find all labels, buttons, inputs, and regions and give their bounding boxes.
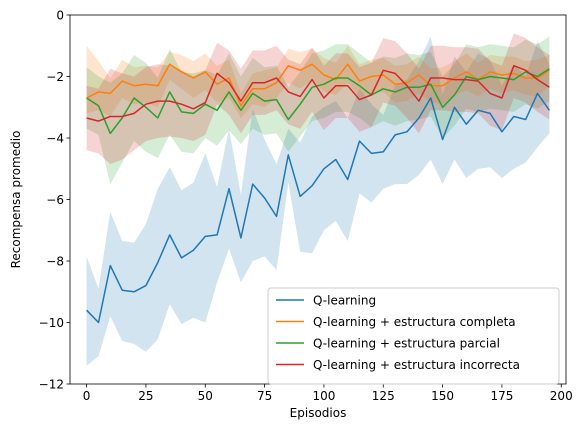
x-tick-label: 75 — [257, 389, 272, 403]
series-lines — [86, 63, 551, 324]
x-tick-label: 50 — [198, 389, 213, 403]
y-tick-label: −10 — [39, 316, 64, 330]
x-tick-label: 200 — [550, 389, 573, 403]
x-axis-label: Episodios — [290, 406, 347, 420]
y-tick-label: −2 — [46, 70, 64, 84]
y-tick-label: −8 — [46, 255, 64, 269]
line-series-0 — [86, 92, 551, 324]
legend: Q-learning Q-learning + estructura comple… — [267, 287, 560, 385]
band-series-3 — [86, 33, 550, 165]
legend-entry: Q-learning + estructura completa — [313, 315, 516, 329]
line-series-3 — [86, 64, 550, 122]
x-tick-label: 100 — [312, 389, 335, 403]
legend-box — [267, 287, 560, 385]
band-series-0 — [86, 36, 550, 366]
y-axis-ticks: −12 −10 −8 −6 −4 −2 0 — [39, 9, 70, 392]
y-tick-label: −6 — [46, 193, 64, 207]
x-tick-label: 175 — [490, 389, 513, 403]
legend-entry: Q-learning + estructura incorrecta — [313, 358, 520, 372]
x-tick-label: 0 — [83, 389, 91, 403]
x-axis-ticks: 0 25 50 75 100 125 150 175 200 — [83, 384, 573, 403]
x-tick-label: 125 — [372, 389, 395, 403]
y-tick-label: 0 — [56, 9, 64, 23]
y-tick-label: −4 — [46, 132, 64, 146]
band-series-1 — [86, 45, 550, 118]
y-tick-label: −12 — [39, 378, 64, 392]
line-series-1 — [86, 63, 550, 107]
legend-entry: Q-learning — [313, 294, 376, 308]
line-series-2 — [86, 68, 550, 135]
y-axis-label: Recompensa promedio — [9, 131, 23, 269]
x-tick-label: 150 — [431, 389, 454, 403]
x-tick-label: 25 — [138, 389, 153, 403]
legend-entry: Q-learning + estructura parcial — [313, 337, 500, 351]
